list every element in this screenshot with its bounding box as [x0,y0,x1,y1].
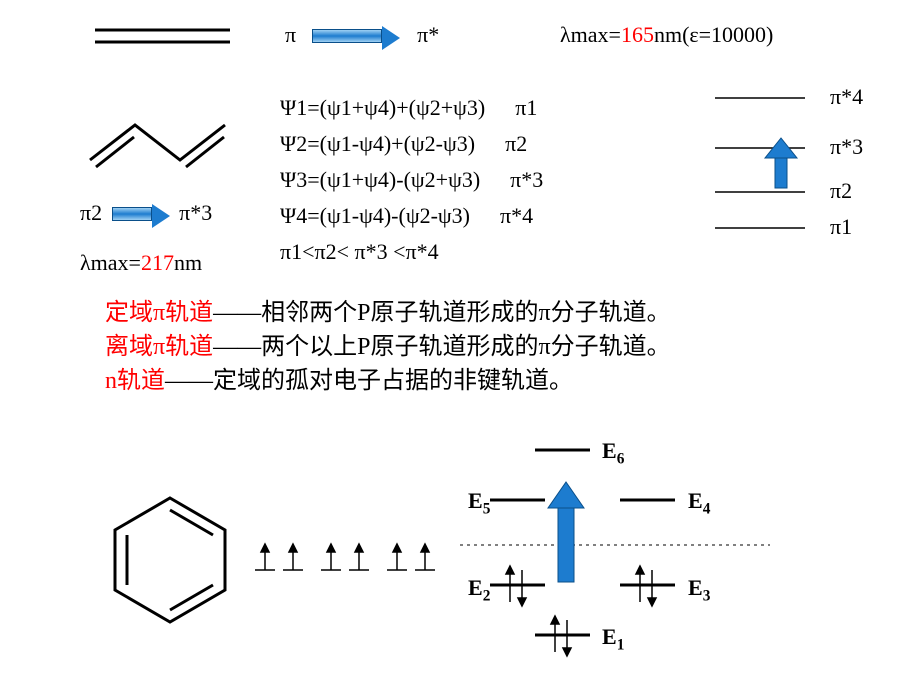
eq-psi3: Ψ3=(ψ1+ψ4)-(ψ2+ψ3) [280,167,480,192]
label-e5: E5 [468,488,490,518]
level-pi1: π1 [830,214,852,240]
label-e4: E4 [688,488,710,518]
lambda-suffix: nm(ε=10000) [654,22,773,47]
butadiene-lambda: λmax=217nm [80,250,202,276]
label-e1: E1 [602,624,624,654]
eq-lbl2: π2 [505,131,527,156]
pi-star-label: π* [417,22,439,47]
eq-lbl1: π1 [515,95,537,120]
right-arrow-icon [312,23,400,50]
lambda-prefix: λmax= [80,250,141,275]
right-arrow-icon [112,201,170,228]
wavefunction-block: Ψ1=(ψ1+ψ4)+(ψ2+ψ3) π1 Ψ2=(ψ1-ψ4)+(ψ2-ψ3) π… [280,90,543,270]
lambda-suffix: nm [174,250,202,275]
def3-term: n轨道 [105,368,165,394]
eq-psi2: Ψ2=(ψ1-ψ4)+(ψ2-ψ3) [280,131,475,156]
label-e6: E6 [602,438,624,468]
label-e3: E3 [688,575,710,605]
butadiene-mo-diagram [705,80,915,250]
pi2-label: π2 [80,200,102,225]
def1-term: 定域π轨道 [105,300,213,326]
eq-lbl3: π*3 [510,167,543,192]
definitions-block: 定域π轨道——相邻两个P原子轨道形成的π分子轨道。 离域π轨道——两个以上P原子… [105,296,671,398]
eq-lbl4: π*4 [500,203,533,228]
lambda-value: 217 [141,250,174,275]
def2-rest: ——两个以上P原子轨道形成的π分子轨道。 [213,334,670,360]
butadiene-structure [80,105,260,185]
eq-order: π1<π2< π*3 <π*4 [280,234,543,270]
butadiene-transition: π2 π*3 [80,200,212,228]
p-orbital-spins [255,540,455,590]
ethene-structure [85,20,245,60]
def3-rest: ——定域的孤对电子占据的非键轨道。 [165,368,573,394]
pi-label: π [285,22,296,47]
ethene-lambda: λmax=165nm(ε=10000) [560,22,773,48]
ethene-transition: π π* [285,22,439,50]
eq-psi4: Ψ4=(ψ1-ψ4)-(ψ2-ψ3) [280,203,470,228]
level-pi-star-3: π*3 [830,134,863,160]
eq-psi1: Ψ1=(ψ1+ψ4)+(ψ2+ψ3) [280,95,485,120]
level-pi2: π2 [830,178,852,204]
level-pi-star-4: π*4 [830,84,863,110]
label-e2: E2 [468,575,490,605]
lambda-prefix: λmax= [560,22,621,47]
pi-star-3-label: π*3 [179,200,212,225]
benzene-structure [100,490,240,630]
def1-rest: ——相邻两个P原子轨道形成的π分子轨道。 [213,300,670,326]
lambda-value: 165 [621,22,654,47]
def2-term: 离域π轨道 [105,334,213,360]
